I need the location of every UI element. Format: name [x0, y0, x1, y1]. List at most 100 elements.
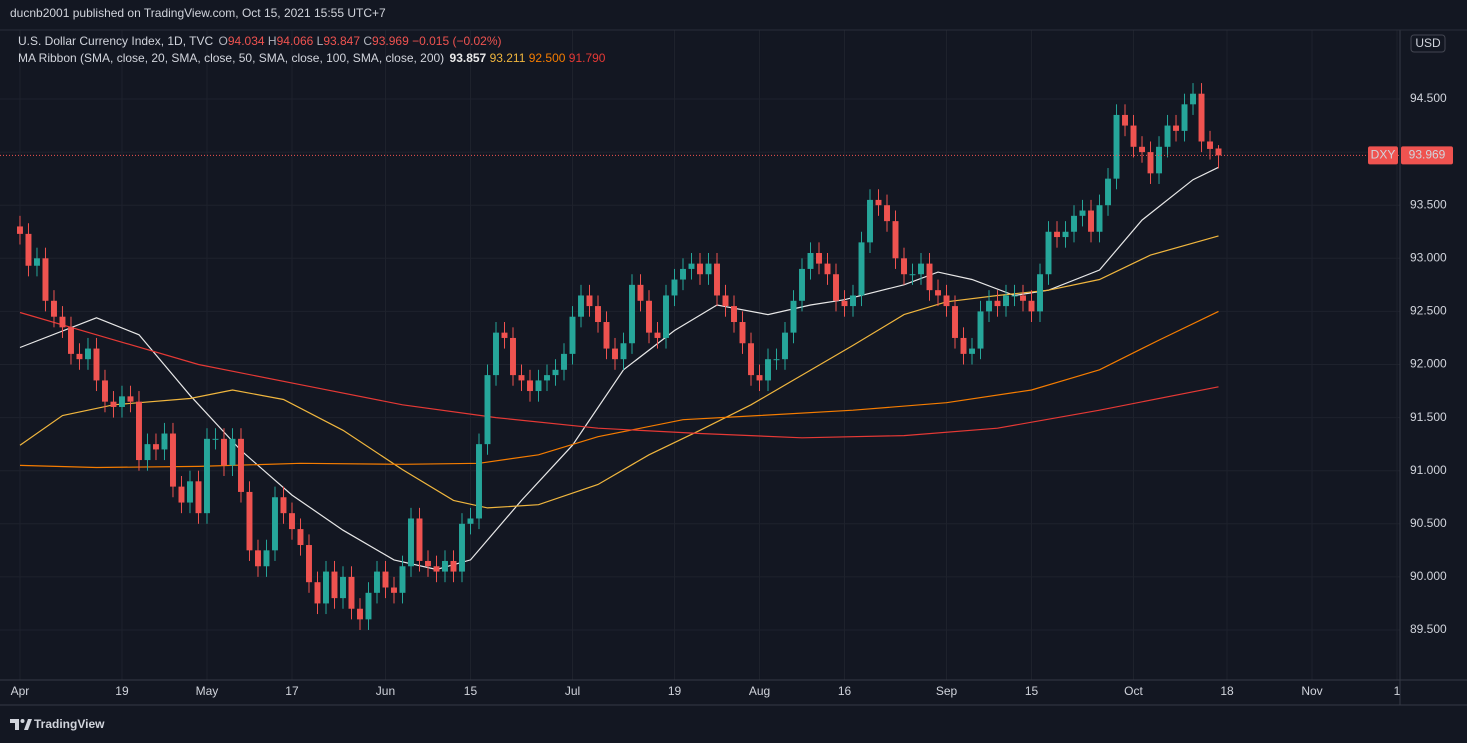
- candle-body: [17, 226, 23, 234]
- x-tick-label: 1: [1394, 684, 1401, 698]
- x-tick-label: 19: [115, 684, 129, 698]
- x-tick-label: 16: [838, 684, 852, 698]
- candle-body: [76, 353, 83, 360]
- candle-body: [59, 316, 66, 328]
- candle-body: [382, 571, 389, 588]
- candle-body: [578, 295, 584, 317]
- candle-body: [1054, 231, 1060, 238]
- candle-body: [552, 369, 559, 376]
- candle-body: [960, 337, 967, 354]
- candle-body: [773, 359, 780, 361]
- candle-body: [1122, 114, 1128, 126]
- footer-brand: TradingView: [34, 717, 105, 731]
- x-tick-label: Jul: [565, 684, 580, 698]
- legend-ma-value: 91.790: [569, 51, 606, 65]
- candle-body: [229, 438, 236, 466]
- candle-body: [833, 274, 839, 301]
- symbol-badge: [1368, 146, 1398, 165]
- candle-body: [535, 380, 542, 392]
- candle-body: [884, 205, 890, 222]
- candle-body: [1062, 231, 1069, 238]
- legend-ma-value: 93.211: [490, 51, 526, 65]
- candle-body: [731, 306, 737, 323]
- candle-body: [1071, 215, 1077, 232]
- candle-body: [178, 486, 185, 503]
- candle-body: [1173, 125, 1179, 131]
- candle-body: [357, 608, 363, 620]
- candle-body: [85, 348, 91, 360]
- candle-body: [850, 295, 856, 307]
- candle-body: [187, 481, 193, 503]
- price-badge: [1401, 146, 1453, 165]
- candle-body: [127, 396, 134, 402]
- candle-body: [646, 300, 652, 333]
- candle-body: [680, 268, 686, 280]
- candle-body: [1164, 125, 1171, 147]
- candle-body: [136, 401, 142, 461]
- candle-body: [170, 433, 176, 487]
- candle-body: [501, 332, 508, 338]
- y-tick-label: 90.500: [1410, 516, 1447, 530]
- candle-body: [306, 545, 312, 583]
- candle-body: [399, 566, 406, 593]
- candle-body: [459, 523, 465, 572]
- candle-body: [153, 444, 159, 450]
- logo: [10, 719, 32, 730]
- x-tick-label: May: [196, 684, 219, 698]
- y-tick-label: 91.500: [1410, 410, 1447, 424]
- currency-badge[interactable]: [1410, 34, 1446, 53]
- candle-body: [1147, 152, 1154, 174]
- candle-body: [977, 311, 984, 349]
- candle-body: [348, 576, 355, 609]
- candle-body: [42, 258, 49, 301]
- legend-ma-value: 92.500: [529, 51, 566, 65]
- candle-body: [629, 284, 635, 344]
- candle-body: [195, 481, 202, 514]
- candle-body: [391, 587, 397, 593]
- candle-body: [969, 348, 975, 354]
- candle-body: [722, 295, 729, 307]
- logo-mark: [24, 719, 32, 730]
- candle-body: [510, 337, 516, 376]
- candle-body: [425, 560, 431, 567]
- legend-letter: O: [219, 34, 228, 48]
- candle-body: [986, 300, 992, 312]
- moving-average: [19, 310, 1219, 469]
- x-tick-label: 19: [668, 684, 682, 698]
- currency-label[interactable]: USD: [1415, 36, 1441, 50]
- x-tick-label: Aug: [749, 684, 770, 698]
- candle-body: [909, 274, 916, 276]
- candle-body: [1113, 114, 1120, 179]
- legend-title: U.S. Dollar Currency Index, 1D, TVC: [18, 34, 214, 48]
- candle-body: [892, 221, 899, 259]
- x-tick-label: 17: [285, 684, 299, 698]
- candle-body: [416, 518, 423, 561]
- y-tick-label: 90.000: [1410, 569, 1447, 583]
- marks: [0, 83, 1400, 630]
- candle-body: [586, 295, 593, 307]
- candle-body: [204, 438, 210, 514]
- candle-body: [263, 550, 270, 567]
- candle-body: [289, 513, 295, 530]
- candle-body: [408, 518, 414, 567]
- candle-body: [790, 300, 797, 333]
- candle-body: [807, 252, 814, 269]
- legend-open: 94.034: [228, 34, 265, 48]
- x-tick-label: Jun: [376, 684, 395, 698]
- candle-body: [697, 263, 703, 275]
- x-tick-label: 15: [1025, 684, 1039, 698]
- candle-body: [1190, 93, 1196, 105]
- candle-body: [824, 263, 831, 275]
- price-label: 93.969: [1409, 148, 1446, 162]
- candle-body: [221, 438, 227, 466]
- candle-body: [569, 316, 576, 354]
- candle-body: [493, 332, 499, 376]
- candle-body: [340, 576, 346, 599]
- candle-body: [1088, 210, 1094, 232]
- candle-body: [467, 518, 474, 524]
- x-tick-label: Oct: [1124, 684, 1143, 698]
- candle-body: [1207, 141, 1213, 149]
- candle-body: [433, 566, 440, 572]
- candle-body: [518, 375, 525, 381]
